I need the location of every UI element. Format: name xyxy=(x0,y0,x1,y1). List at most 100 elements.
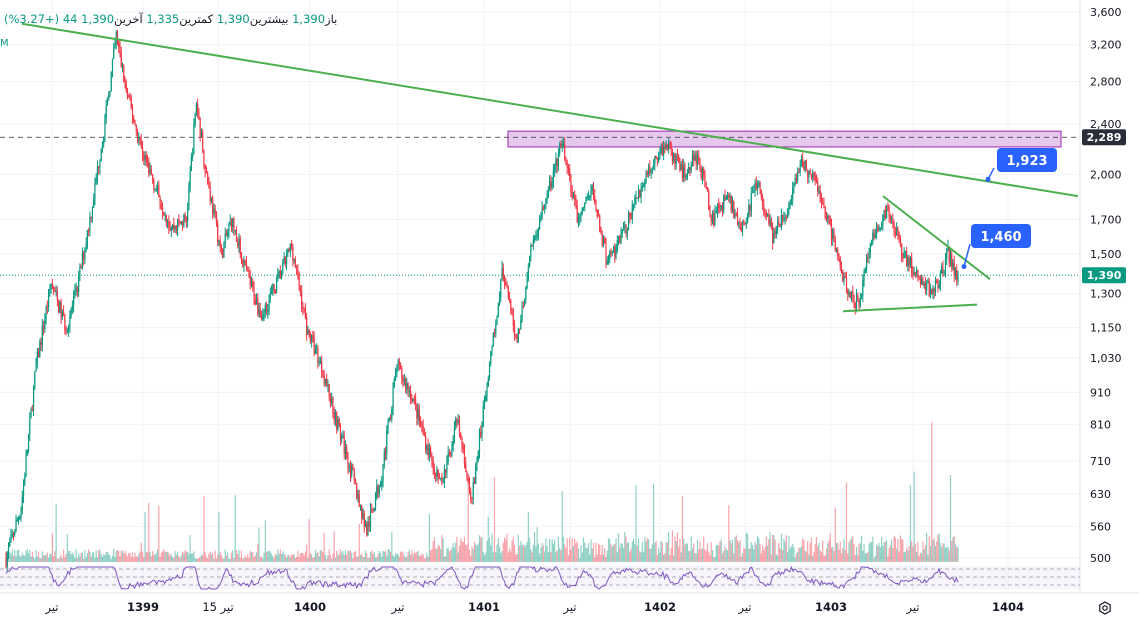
candle-body xyxy=(450,453,452,456)
volume-bar xyxy=(952,537,954,562)
candle-body xyxy=(362,512,364,519)
volume-bar xyxy=(307,557,309,562)
candle-body xyxy=(506,285,508,289)
candle-body xyxy=(302,307,304,309)
low-label: کمترین xyxy=(179,12,214,26)
volume-bar xyxy=(777,555,779,562)
volume-bar xyxy=(339,549,342,562)
volume-bar xyxy=(476,545,478,562)
volume-bar xyxy=(715,544,717,562)
resistance-zone[interactable] xyxy=(507,130,1062,148)
volume-bar xyxy=(688,550,690,562)
candle-body xyxy=(738,223,740,225)
candle-body xyxy=(291,244,293,247)
candle-body xyxy=(346,446,348,459)
candle-body xyxy=(799,165,801,173)
y-tick-label: 2,800 xyxy=(1090,76,1122,89)
volume-bar xyxy=(91,552,94,562)
candle-body xyxy=(366,523,368,536)
volume-bar xyxy=(274,553,276,562)
volume-bar xyxy=(594,557,596,562)
candle-body xyxy=(572,194,575,198)
candle-body xyxy=(759,182,761,190)
candle-body xyxy=(308,329,310,334)
candle-body xyxy=(753,190,755,193)
volume-bar xyxy=(800,546,803,562)
candle-body xyxy=(684,165,686,178)
volume-bar xyxy=(882,545,884,562)
volume-bar xyxy=(477,543,479,562)
volume-bar xyxy=(808,554,810,562)
candle-body xyxy=(859,298,861,307)
candle-body xyxy=(387,420,389,430)
volume-bar xyxy=(311,554,313,562)
volume-bar xyxy=(931,422,933,562)
price-axis[interactable]: 3,6003,2002,8002,4002,0001,7001,5001,300… xyxy=(1082,6,1126,565)
candle-body xyxy=(145,155,147,162)
candle-body xyxy=(7,546,10,554)
volume-bar xyxy=(552,543,554,562)
volume-bar xyxy=(145,552,147,562)
volume-bar xyxy=(248,558,250,562)
candle-body xyxy=(575,200,577,206)
volume-bar xyxy=(24,555,26,562)
candle-body xyxy=(862,280,864,296)
volume-bar xyxy=(799,548,801,562)
candle-body xyxy=(364,523,367,527)
volume-bar xyxy=(197,558,199,562)
volume-bar xyxy=(814,544,816,562)
volume-bar xyxy=(911,540,913,562)
candle-body xyxy=(557,153,560,167)
volume-bar xyxy=(40,558,42,562)
volume-bar xyxy=(53,556,55,562)
time-axis[interactable]: تیر 1399 15 تیر 1400 تیر 1401 تیر 1402 تیر 1403 تی… xyxy=(44,600,1024,615)
volume-bar xyxy=(336,550,338,562)
last-price-tag-bg xyxy=(1082,267,1126,284)
volume-bar xyxy=(356,556,358,562)
volume-bar xyxy=(585,547,587,562)
volume-bar xyxy=(867,552,869,562)
volume-bar xyxy=(953,535,955,562)
volume-bar xyxy=(89,551,91,562)
candle-body xyxy=(577,218,580,223)
volume-bar xyxy=(195,558,197,562)
candle-body xyxy=(860,295,863,299)
candle-body xyxy=(243,260,245,267)
candle-body xyxy=(868,252,870,258)
candle-body xyxy=(25,455,27,477)
volume-bar xyxy=(587,542,590,562)
candle-body xyxy=(105,105,107,118)
volume-bar xyxy=(937,534,939,562)
candle-body xyxy=(911,257,913,273)
volume-bar xyxy=(919,553,922,562)
candle-body xyxy=(646,172,648,174)
volume-bar xyxy=(815,536,818,562)
candle-body xyxy=(515,334,517,336)
volume-bar xyxy=(396,554,398,562)
volume-bar xyxy=(650,548,652,562)
candle-body xyxy=(84,247,86,260)
candle-body xyxy=(838,255,840,259)
candle-body xyxy=(699,159,701,169)
candle-body xyxy=(713,213,715,226)
volume-bar xyxy=(526,541,528,562)
candle-body xyxy=(675,155,677,164)
candle-body xyxy=(587,196,590,198)
candle-body xyxy=(569,168,571,177)
volume-bar xyxy=(306,544,308,562)
settings-gear-icon[interactable] xyxy=(1098,601,1112,615)
volume-bar xyxy=(739,540,741,562)
volume-bar xyxy=(561,491,563,562)
volume-bar xyxy=(128,552,130,562)
volume-bar xyxy=(694,552,696,562)
candle-body xyxy=(417,408,419,419)
candle-body xyxy=(820,199,823,203)
volume-bar xyxy=(750,542,752,562)
volume-bar xyxy=(159,556,161,562)
candle-body xyxy=(113,48,115,59)
volume-bar xyxy=(121,550,124,562)
trendlines[interactable] xyxy=(21,22,1079,313)
volume-bar xyxy=(347,550,349,562)
